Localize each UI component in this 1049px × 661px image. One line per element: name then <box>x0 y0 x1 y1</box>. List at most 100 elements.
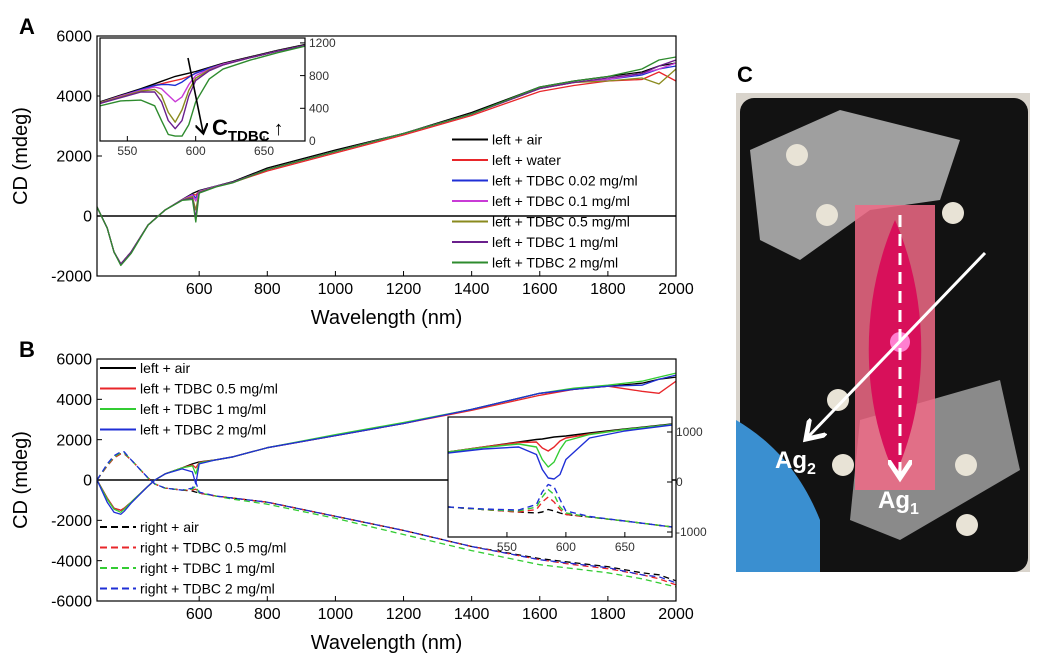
y-axis-label: CD (mdeg) <box>10 107 32 205</box>
annotation: CTDBC ↑ <box>212 115 284 145</box>
y-tick-label: 6000 <box>56 29 92 46</box>
y-tick-label: 2000 <box>56 149 92 166</box>
series-group <box>97 56 676 267</box>
y-tick-label: 800 <box>309 69 329 83</box>
annotation-arrow <box>187 57 203 132</box>
y-tick-label: 0 <box>309 134 316 148</box>
y-tick-label: 1200 <box>309 36 336 50</box>
chart: 600 800 1000 1200 1400 1600 1800 2000 -2000 0 2000… <box>10 14 694 329</box>
series-line <box>448 423 672 468</box>
legend-label: left + TDBC 0.02 mg/ml <box>492 173 638 189</box>
pin <box>942 202 964 224</box>
x-tick-label: 650 <box>615 540 635 554</box>
x-tick-label: 2000 <box>658 281 694 298</box>
series-line <box>97 453 676 586</box>
x-tick-label: 1400 <box>454 606 490 623</box>
label-subscript: 2 <box>807 461 816 478</box>
y-tick-label: 0 <box>83 473 92 490</box>
legend-label: left + water <box>492 152 561 168</box>
series-line <box>100 45 305 137</box>
x-tick-label: 550 <box>117 144 137 158</box>
series-line <box>97 372 676 513</box>
x-tick-label: 600 <box>556 540 576 554</box>
y-tick-label: -6000 <box>51 594 92 611</box>
x-tick-label: 1000 <box>318 281 354 298</box>
y-tick-label: 4000 <box>56 89 92 106</box>
series-line <box>448 483 672 528</box>
series-line <box>97 374 676 515</box>
legend-label: left + TDBC 0.5 mg/ml <box>492 214 630 230</box>
y-tick-label: -2000 <box>51 269 92 286</box>
x-tick-label: 1200 <box>386 606 422 623</box>
series-line <box>100 44 305 130</box>
x-tick-label: 600 <box>186 281 213 298</box>
chart: 550 600 650 -1000 0 1000 <box>447 416 707 554</box>
glove <box>736 420 820 572</box>
x-tick-label: 1200 <box>386 281 422 298</box>
x-tick-label: 600 <box>186 144 206 158</box>
legend-label: right + TDBC 1 mg/ml <box>140 560 275 576</box>
legend-label: left + TDBC 2 mg/ml <box>140 422 266 438</box>
x-tick-label: 1400 <box>454 281 490 298</box>
series-line <box>448 488 672 528</box>
series-group <box>448 423 672 528</box>
legend-label: left + air <box>492 132 543 148</box>
legend-label: left + air <box>140 360 191 376</box>
legend-label: left + TDBC 0.5 mg/ml <box>140 381 278 397</box>
y-tick-label: 2000 <box>56 432 92 449</box>
x-tick-label: 1800 <box>590 281 626 298</box>
plot-frame <box>96 358 677 602</box>
series-line <box>97 56 676 267</box>
series-line <box>100 43 305 103</box>
series-group <box>97 372 676 588</box>
panel-label: B <box>19 337 35 362</box>
panel-label: C <box>737 62 753 87</box>
y-axis-label: CD (mdeg) <box>10 431 32 529</box>
x-axis-label: Wavelength (nm) <box>311 307 463 329</box>
chart: 600 800 1000 1200 1400 1600 1800 2000 -6000 -4000… <box>10 337 694 654</box>
y-tick-label: -1000 <box>676 525 707 539</box>
arrow-label: Ag1 <box>878 487 919 518</box>
legend-label: right + air <box>140 519 199 535</box>
panel-label: A <box>19 14 35 39</box>
legend-label: left + TDBC 1 mg/ml <box>492 234 618 250</box>
annotation-text: C <box>212 115 228 140</box>
x-axis-label: Wavelength (nm) <box>311 632 463 654</box>
label-text: Ag <box>775 447 807 474</box>
x-tick-label: 800 <box>254 281 281 298</box>
inset-background <box>448 417 672 537</box>
pin <box>786 144 808 166</box>
label-subscript: 1 <box>910 501 919 518</box>
pin <box>832 454 854 476</box>
x-tick-label: 600 <box>186 606 213 623</box>
y-tick-label: -2000 <box>51 513 92 530</box>
legend-label: left + TDBC 2 mg/ml <box>492 255 618 271</box>
y-tick-label: 0 <box>676 475 683 489</box>
y-tick-label: 1000 <box>676 425 703 439</box>
legend-label: right + TDBC 0.5 mg/ml <box>140 540 286 556</box>
series-line <box>97 451 676 584</box>
x-tick-label: 800 <box>254 606 281 623</box>
legend-label: left + TDBC 0.1 mg/ml <box>492 193 630 209</box>
x-tick-label: 1000 <box>318 606 354 623</box>
arrow-label: Ag2 <box>775 447 816 478</box>
legend-label: right + TDBC 2 mg/ml <box>140 581 275 597</box>
pin <box>955 454 977 476</box>
annotation-arrow-text: ↑ <box>274 118 284 140</box>
plot-frame <box>447 416 673 538</box>
legend-label: left + TDBC 1 mg/ml <box>140 401 266 417</box>
series-line <box>448 424 672 480</box>
chart: 550 600 650 0 400 800 1200 CTDBC ↑ <box>99 36 336 158</box>
y-tick-label: 0 <box>83 209 92 226</box>
y-tick-label: 400 <box>309 102 329 116</box>
x-tick-label: 550 <box>497 540 517 554</box>
series-line <box>448 496 672 528</box>
annotation-subscript: TDBC <box>228 128 270 145</box>
pin <box>816 204 838 226</box>
x-tick-label: 1600 <box>522 281 558 298</box>
y-tick-label: 4000 <box>56 392 92 409</box>
y-tick-label: 6000 <box>56 352 92 369</box>
x-tick-label: 1800 <box>590 606 626 623</box>
